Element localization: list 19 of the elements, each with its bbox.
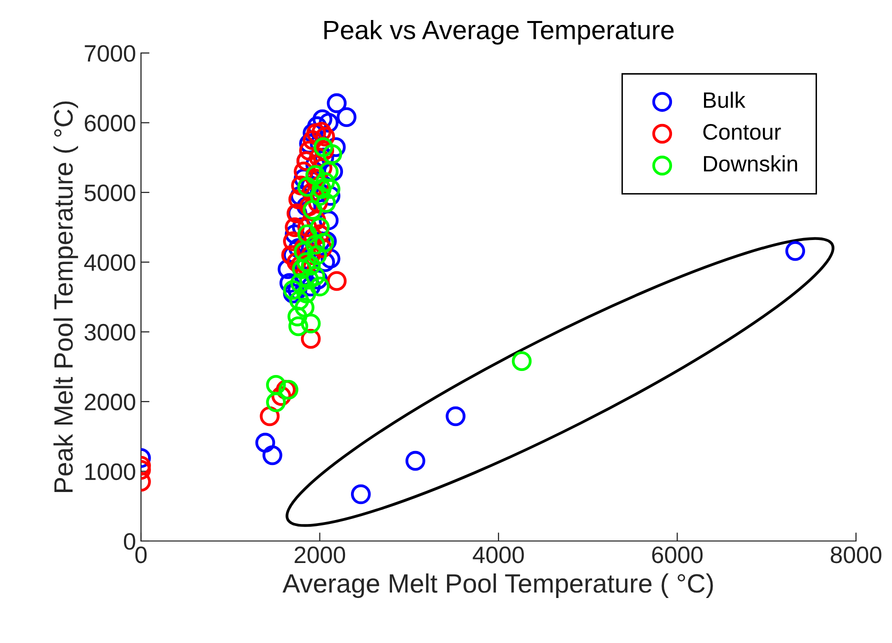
x-tick-label: 2000 [294,546,346,564]
y-tick-label: 5000 [84,184,136,202]
legend-label: Bulk [704,92,746,108]
y-tick-label: 7000 [84,45,136,62]
x-tick-label: 0 [135,546,147,564]
y-tick-label: 3000 [84,324,136,341]
x-tick-label: 4000 [472,546,524,564]
y-axis-title: Peak Melt Pool Temperature ( °C) [53,101,78,492]
chart-title: Peak vs Average Temperature [324,20,674,45]
y-tick-label: 2000 [84,394,136,410]
y-tick-label: 4000 [84,254,136,271]
legend-label: Downskin [704,155,798,172]
y-tick-label: 1000 [85,463,136,480]
y-tick-label: 6000 [84,114,136,132]
y-tick-label: 0 [124,533,136,550]
x-axis-title: Average Melt Pool Temperature ( °C) [282,573,713,598]
x-tick-label: 6000 [652,546,703,564]
x-tick-label: 8000 [830,546,882,564]
legend-label: Contour [703,124,781,140]
